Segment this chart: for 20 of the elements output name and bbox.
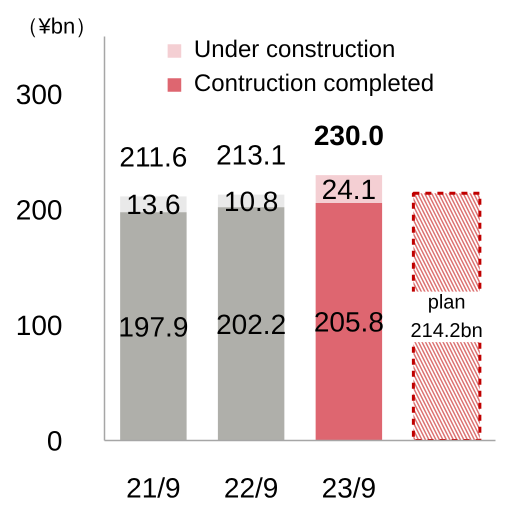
- y-axis-title: （¥bn）: [16, 14, 98, 38]
- y-tick-label: 300: [16, 79, 62, 110]
- total-label: 213.1: [216, 140, 286, 171]
- x-tick-label: 23/9: [322, 472, 376, 504]
- data-label: 202.2: [216, 308, 286, 340]
- data-label: 13.6: [126, 189, 181, 220]
- total-label: 211.6: [119, 141, 188, 172]
- y-tick-label: 100: [16, 310, 62, 342]
- data-label: 197.9: [118, 311, 188, 342]
- legend-label: Under construction: [194, 36, 396, 64]
- x-tick-label: 21/9: [126, 472, 181, 504]
- data-label: 10.8: [224, 186, 278, 217]
- y-tick-label: 0: [46, 426, 63, 456]
- data-label: 24.1: [322, 174, 376, 206]
- y-tick-label: 200: [16, 194, 62, 226]
- total-label: 230.0: [314, 120, 384, 152]
- x-tick-label: 22/9: [224, 472, 278, 504]
- data-label: plan 214.2bn: [410, 292, 483, 342]
- bar: [316, 202, 382, 440]
- legend-label: Contruction completed: [194, 70, 434, 98]
